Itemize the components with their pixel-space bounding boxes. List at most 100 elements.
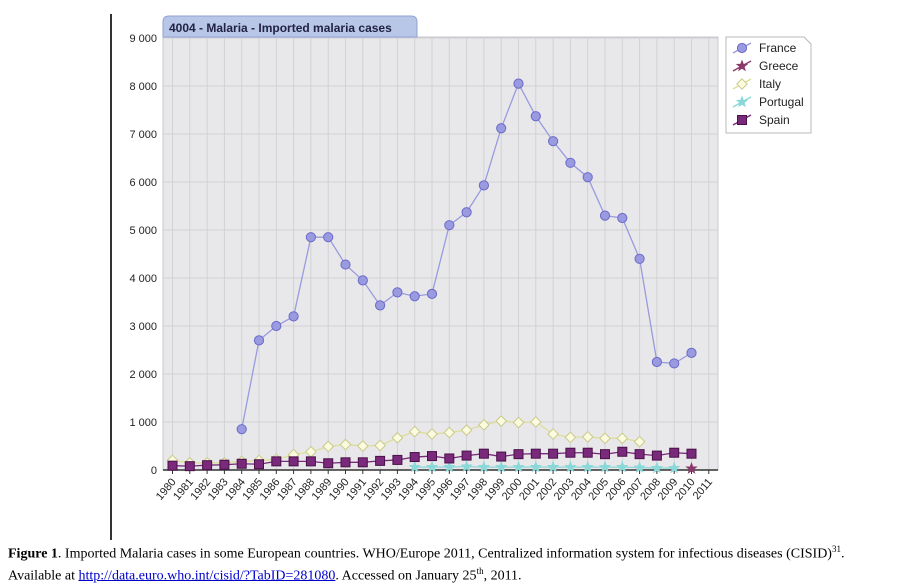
data-point-spain bbox=[254, 459, 264, 470]
series-greece bbox=[685, 462, 698, 474]
data-point-italy bbox=[443, 426, 456, 439]
caption-figure-label: Figure 1 bbox=[8, 546, 58, 562]
legend-label: France bbox=[759, 41, 797, 55]
data-point-portugal bbox=[650, 461, 664, 474]
data-point-italy bbox=[374, 439, 387, 452]
data-point-france bbox=[599, 210, 611, 221]
data-point-portugal bbox=[425, 460, 439, 473]
legend-item-portugal[interactable]: Portugal bbox=[732, 95, 804, 109]
data-point-spain bbox=[478, 448, 489, 459]
legend-marker-italy bbox=[736, 78, 748, 90]
data-point-france bbox=[305, 232, 316, 243]
data-point-portugal bbox=[598, 460, 612, 473]
data-point-spain bbox=[530, 448, 541, 459]
legend-marker-france bbox=[736, 42, 748, 54]
data-point-france bbox=[392, 287, 403, 298]
data-point-italy bbox=[547, 428, 560, 440]
data-point-portugal bbox=[408, 460, 421, 473]
data-point-italy bbox=[322, 440, 335, 453]
data-point-portugal bbox=[443, 460, 456, 473]
legend-marker-spain bbox=[737, 115, 747, 125]
series-portugal bbox=[408, 460, 681, 474]
legend-item-france[interactable]: France bbox=[732, 41, 797, 55]
figure-caption: Figure 1. Imported Malaria cases in some… bbox=[8, 541, 898, 584]
y-tick-label: 8 000 bbox=[129, 81, 157, 93]
data-point-spain bbox=[582, 447, 593, 458]
data-point-france bbox=[669, 358, 680, 369]
caption-text-3: . Accessed on January 25 bbox=[335, 568, 477, 584]
data-point-spain bbox=[357, 457, 368, 468]
data-point-italy bbox=[564, 431, 577, 444]
y-tick-label: 1 000 bbox=[129, 417, 157, 429]
data-point-spain bbox=[651, 450, 662, 461]
data-point-spain bbox=[167, 460, 178, 471]
data-point-france bbox=[651, 356, 663, 368]
data-point-france bbox=[323, 232, 334, 243]
data-point-spain bbox=[340, 457, 351, 468]
data-point-spain bbox=[669, 447, 680, 458]
data-point-spain bbox=[617, 446, 628, 457]
chart-title: 4004 - Malaria - Imported malaria cases bbox=[169, 21, 392, 35]
caption-reference-number: 31 bbox=[831, 544, 841, 554]
legend-label: Spain bbox=[759, 113, 790, 127]
data-point-italy bbox=[391, 431, 404, 444]
y-tick-label: 6 000 bbox=[129, 177, 157, 189]
data-point-portugal bbox=[581, 460, 594, 473]
data-point-italy bbox=[616, 432, 629, 445]
y-tick-label: 2 000 bbox=[129, 369, 157, 381]
y-tick-label: 0 bbox=[151, 465, 157, 477]
legend-marker-greece bbox=[735, 59, 749, 72]
data-point-spain bbox=[548, 448, 559, 459]
data-point-france bbox=[617, 212, 628, 224]
data-point-spain bbox=[305, 456, 316, 467]
data-point-italy bbox=[529, 416, 542, 428]
series-line-italy bbox=[172, 420, 640, 464]
data-point-france bbox=[271, 320, 282, 332]
data-point-italy bbox=[426, 428, 438, 440]
data-point-italy bbox=[408, 425, 421, 438]
data-point-france bbox=[375, 300, 386, 311]
legend-item-spain[interactable]: Spain bbox=[732, 113, 790, 127]
chart: 4004 - Malaria - Imported malaria cases … bbox=[110, 14, 812, 540]
x-axis: 1980198119821983198419851986198719881989… bbox=[154, 470, 715, 503]
data-point-portugal bbox=[546, 460, 560, 473]
data-point-spain bbox=[184, 461, 195, 472]
legend-item-greece[interactable]: Greece bbox=[732, 59, 799, 73]
data-point-portugal bbox=[633, 461, 646, 473]
legend-item-italy[interactable]: Italy bbox=[732, 77, 781, 91]
data-point-greece bbox=[685, 462, 698, 474]
data-point-italy bbox=[512, 416, 525, 429]
caption-text-2: . Available at bbox=[8, 546, 845, 584]
data-point-italy bbox=[633, 435, 646, 448]
y-axis: 0 1 000 2 000 3 000 4 000 5 000 6 000 7 000 8 00… bbox=[129, 33, 157, 477]
data-point-spain bbox=[271, 456, 282, 467]
data-point-spain bbox=[513, 449, 524, 460]
data-point-italy bbox=[460, 424, 473, 437]
data-point-portugal bbox=[512, 460, 525, 473]
data-point-portugal bbox=[477, 460, 491, 473]
legend-marker-portugal bbox=[735, 95, 749, 108]
data-point-spain bbox=[600, 449, 610, 460]
legend-label: Portugal bbox=[759, 95, 804, 109]
data-point-spain bbox=[565, 447, 576, 458]
legend: France Greece Italy Portugal Spain bbox=[725, 36, 812, 134]
y-tick-label: 3 000 bbox=[129, 321, 157, 333]
caption-source-link[interactable]: http://data.euro.who.int/cisid/?TabID=28… bbox=[78, 568, 336, 584]
data-point-spain bbox=[288, 456, 299, 467]
data-point-france bbox=[288, 311, 299, 322]
data-point-italy bbox=[495, 415, 508, 427]
data-point-france bbox=[582, 172, 593, 183]
data-point-spain bbox=[444, 453, 455, 464]
caption-ordinal-suffix: th bbox=[476, 565, 484, 576]
y-tick-label: 7 000 bbox=[129, 129, 157, 141]
data-point-france bbox=[530, 111, 541, 122]
y-tick-label: 4 000 bbox=[129, 273, 157, 285]
x-tick-label: 2011 bbox=[691, 476, 715, 502]
series-france bbox=[236, 78, 697, 435]
data-point-portugal bbox=[494, 460, 508, 473]
data-point-portugal bbox=[667, 461, 681, 474]
series-spain bbox=[167, 446, 697, 472]
data-point-spain bbox=[202, 460, 213, 471]
data-point-france bbox=[236, 424, 247, 435]
data-point-italy bbox=[339, 438, 352, 451]
